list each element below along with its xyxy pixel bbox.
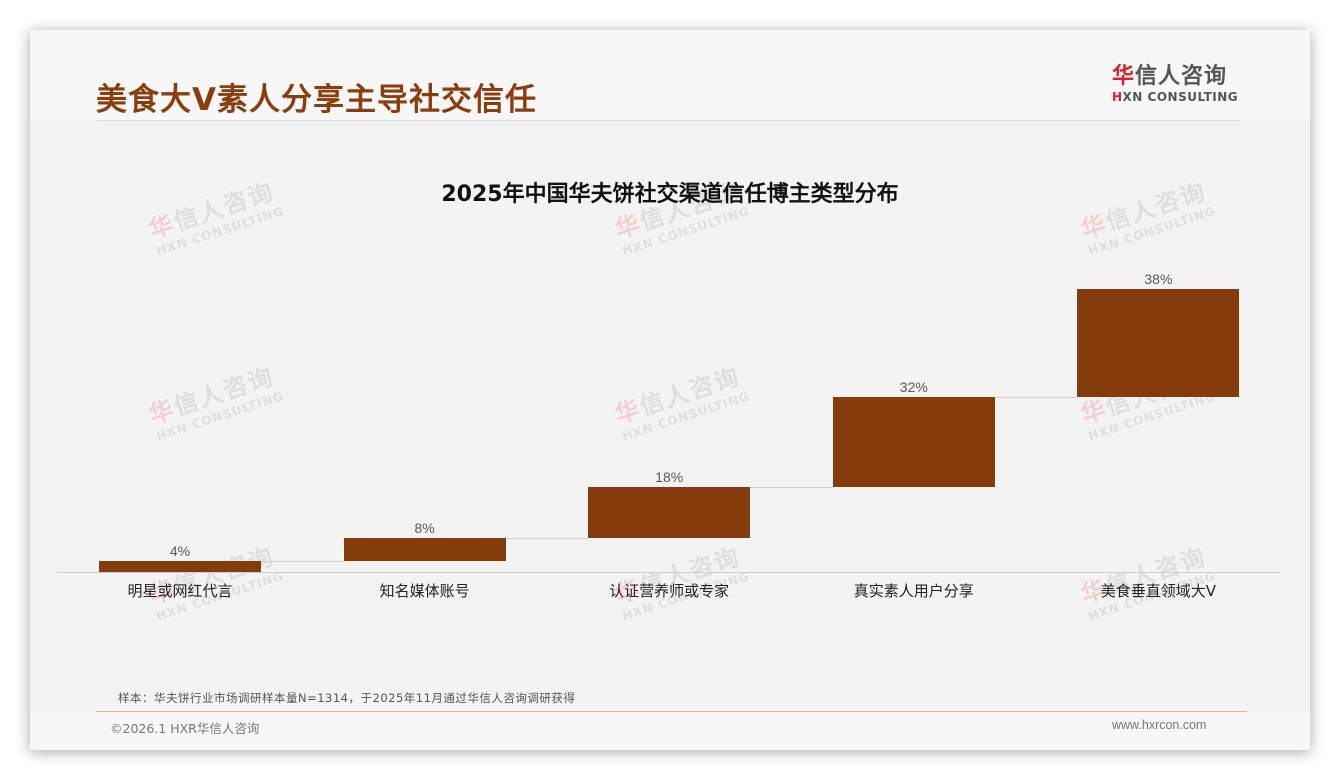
watermark-cn: 华信人咨询 xyxy=(610,356,747,430)
bar-1 xyxy=(99,560,261,572)
watermark-accent: 华 xyxy=(145,209,179,245)
watermark-en: HXN CONSULTING xyxy=(1086,388,1218,444)
bar-2 xyxy=(343,538,506,561)
watermark-en: HXN CONSULTING xyxy=(154,388,286,444)
watermark-rest: 信人咨询 xyxy=(170,362,278,422)
bar-value-label: 32% xyxy=(899,378,928,395)
copyright-text: ©2026.1 HXR华信人咨询 xyxy=(110,721,260,736)
logo-en-rest: XN CONSULTING xyxy=(1122,90,1239,104)
header-band xyxy=(30,30,1310,120)
watermark-accent: 华 xyxy=(1077,394,1111,430)
chart-title: 2025年中国华夫饼社交渠道信任博主类型分布 xyxy=(441,182,899,207)
logo-en-accent: H xyxy=(1112,90,1123,104)
bar-value-label: 4% xyxy=(169,542,191,559)
footer-divider xyxy=(96,711,1247,712)
connector-line xyxy=(994,396,1078,398)
page-title: 美食大V素人分享主导社交信任 xyxy=(96,82,537,118)
category-label: 明星或网红代言 xyxy=(127,582,233,600)
watermark-en: HXN CONSULTING xyxy=(1086,203,1218,259)
watermark-en: HXN CONSULTING xyxy=(620,203,752,259)
footer-band xyxy=(30,712,1310,750)
watermark-cn: 华信人咨询 xyxy=(144,356,281,430)
bar-5 xyxy=(1077,289,1240,397)
logo-accent-char: 华 xyxy=(1112,64,1136,89)
watermark-en: HXN CONSULTING xyxy=(620,388,752,444)
watermark-accent: 华 xyxy=(611,394,645,430)
watermark-accent: 华 xyxy=(145,394,179,430)
watermark-accent: 华 xyxy=(611,209,645,245)
slide: 美食大V素人分享主导社交信任 华信人咨询 HXN CONSULTING 华信人咨… xyxy=(30,30,1310,750)
bar-value-label: 18% xyxy=(655,469,684,486)
category-label: 认证营养师或专家 xyxy=(609,582,730,600)
website-link[interactable]: www.hxrcon.com xyxy=(1112,718,1207,732)
logo-en-text: HXN CONSULTING xyxy=(1112,90,1242,104)
sample-note: 样本：华夫饼行业市场调研样本量N=1314，于2025年11月通过华信人咨询调研… xyxy=(118,691,576,705)
header-divider xyxy=(98,120,1240,121)
category-label: 美食垂直领域大V xyxy=(1100,582,1217,600)
category-label: 知名媒体账号 xyxy=(379,582,470,600)
logo-cn-rest: 信人咨询 xyxy=(1135,64,1228,89)
category-label: 真实素人用户分享 xyxy=(853,582,974,600)
watermark-rest: 信人咨询 xyxy=(636,362,744,422)
watermark-accent: 华 xyxy=(1077,209,1111,245)
bar-value-label: 8% xyxy=(414,520,435,537)
bar-3 xyxy=(588,487,751,539)
connector-line xyxy=(261,560,344,562)
x-axis-line xyxy=(57,572,1280,573)
logo-cn-text: 华信人咨询 xyxy=(1112,64,1242,90)
company-logo: 华信人咨询 HXN CONSULTING xyxy=(1112,64,1242,104)
bar-value-label: 38% xyxy=(1144,271,1173,287)
bar-4 xyxy=(832,396,995,488)
connector-line xyxy=(505,538,589,540)
watermark-en: HXN CONSULTING xyxy=(154,203,286,259)
connector-line xyxy=(750,487,833,489)
